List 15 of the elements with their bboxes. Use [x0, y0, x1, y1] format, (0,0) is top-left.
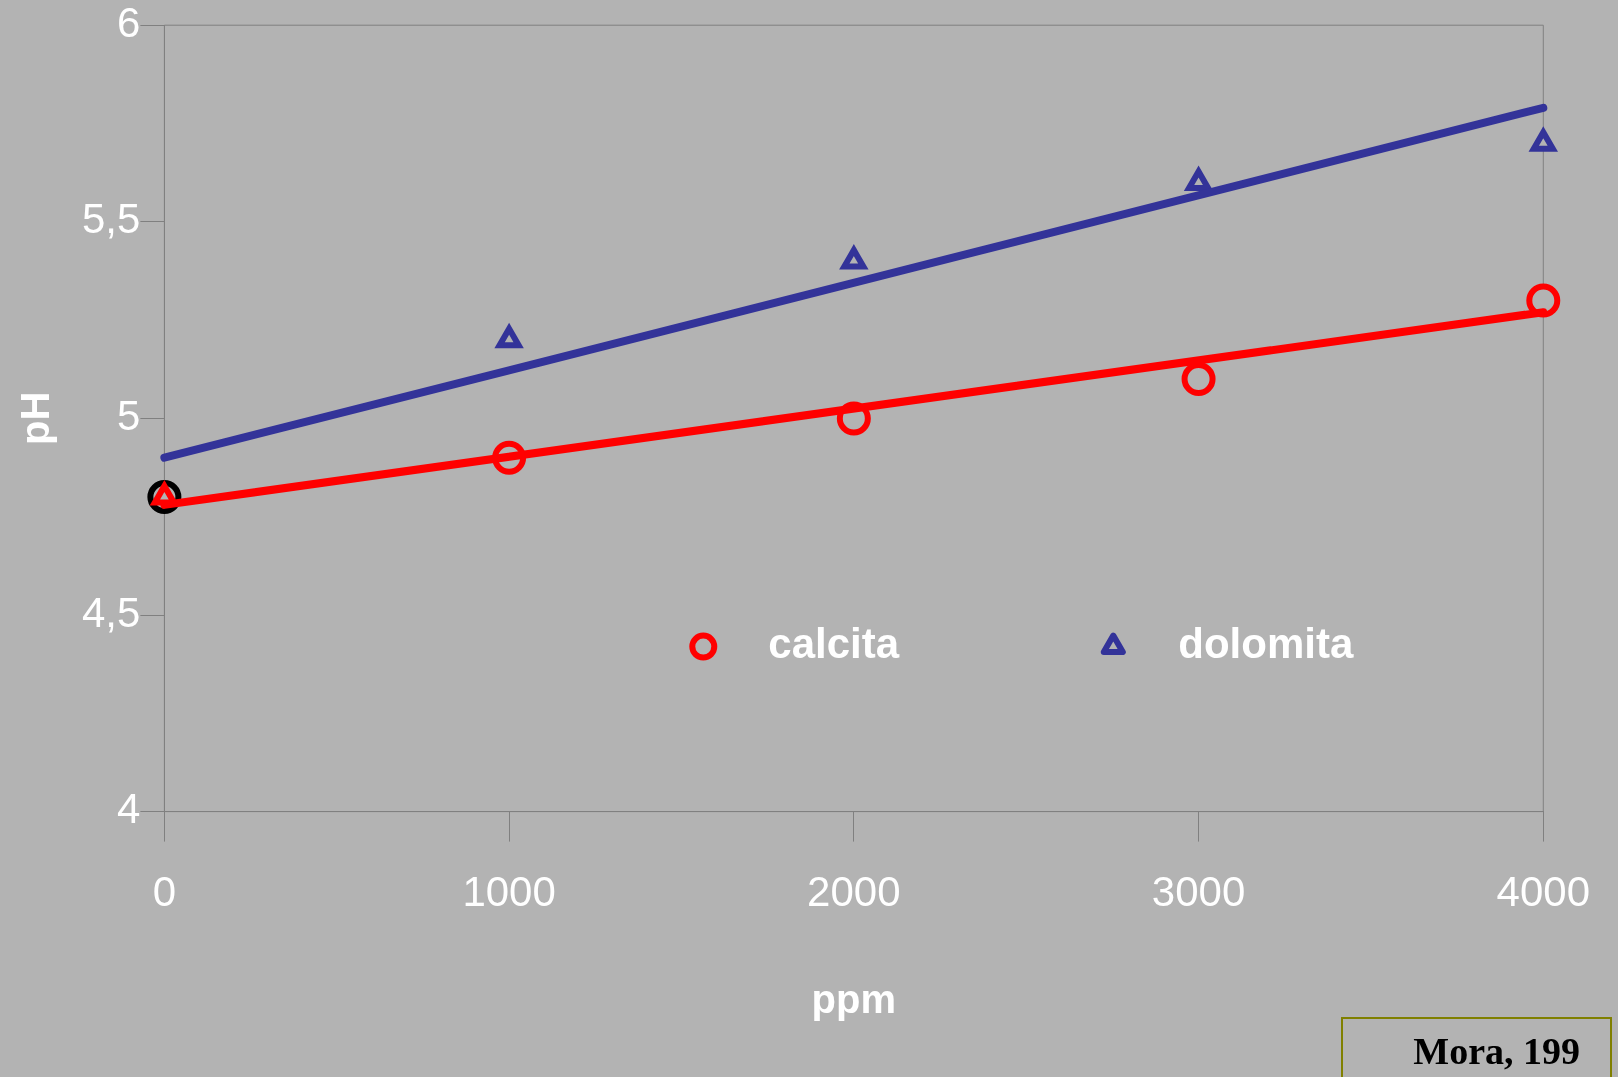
y-tick-label: 4,5 [82, 588, 141, 636]
x-tick-label: 3000 [1151, 868, 1246, 916]
x-tick-label: 1000 [462, 868, 556, 916]
y-axis-title: pH [13, 391, 58, 446]
y-tick-label: 5,5 [82, 195, 141, 243]
y-tick-label: 5 [117, 391, 141, 439]
legend-label: calcita [768, 620, 900, 668]
x-tick-label: 0 [152, 868, 177, 916]
x-axis-title: ppm [811, 977, 897, 1022]
y-tick-label: 6 [117, 0, 141, 46]
x-tick-label: 2000 [807, 868, 901, 916]
x-tick-label: 4000 [1496, 868, 1590, 916]
text: Mora, 199 [1341, 1017, 1612, 1077]
y-tick-label: 4 [117, 785, 141, 833]
legend-label: dolomita [1178, 620, 1354, 668]
